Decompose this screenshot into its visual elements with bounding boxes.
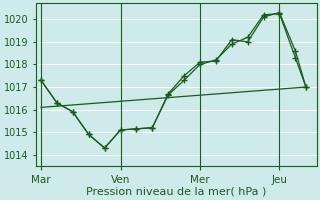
X-axis label: Pression niveau de la mer( hPa ): Pression niveau de la mer( hPa ) <box>86 187 266 197</box>
